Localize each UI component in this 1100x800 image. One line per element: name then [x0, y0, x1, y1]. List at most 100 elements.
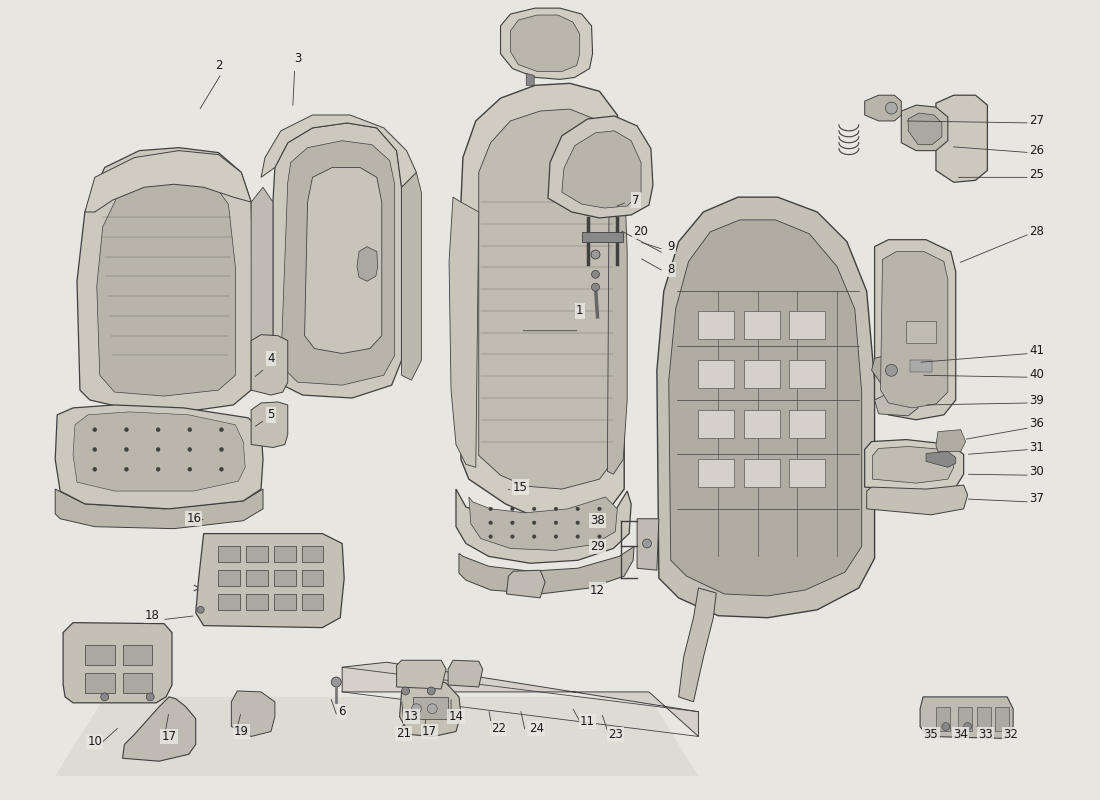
Bar: [790, 410, 825, 438]
Polygon shape: [97, 175, 235, 396]
Text: 31: 31: [1030, 441, 1044, 454]
Circle shape: [964, 722, 971, 730]
Bar: [906, 321, 936, 342]
Text: 20: 20: [634, 226, 649, 238]
Bar: [219, 546, 240, 562]
Text: 39: 39: [1030, 394, 1044, 406]
Polygon shape: [261, 115, 417, 187]
Bar: [122, 646, 152, 666]
Text: 26: 26: [1030, 144, 1044, 157]
Circle shape: [146, 693, 154, 701]
Circle shape: [402, 687, 409, 695]
Text: 17: 17: [162, 730, 176, 743]
Text: 24: 24: [529, 722, 543, 735]
Bar: [790, 361, 825, 388]
Polygon shape: [669, 220, 861, 596]
Circle shape: [642, 539, 651, 548]
Polygon shape: [926, 451, 956, 467]
Text: 27: 27: [1030, 114, 1044, 127]
Circle shape: [331, 677, 341, 687]
Bar: [936, 706, 949, 730]
Polygon shape: [510, 15, 580, 71]
Circle shape: [411, 704, 421, 714]
Bar: [301, 546, 323, 562]
Text: 32: 32: [1003, 728, 1018, 741]
Bar: [698, 410, 734, 438]
Bar: [219, 570, 240, 586]
Bar: [85, 673, 114, 693]
Polygon shape: [461, 83, 624, 518]
Polygon shape: [55, 405, 263, 509]
Bar: [219, 594, 240, 610]
Polygon shape: [63, 622, 172, 703]
Polygon shape: [55, 489, 263, 529]
Text: 1: 1: [576, 305, 583, 318]
Polygon shape: [871, 354, 920, 386]
Text: 29: 29: [590, 540, 605, 553]
Circle shape: [510, 507, 514, 510]
Text: 14: 14: [449, 710, 463, 723]
Bar: [744, 311, 780, 338]
Bar: [246, 594, 268, 610]
Text: 36: 36: [1030, 418, 1044, 430]
Text: 6: 6: [339, 706, 345, 718]
Text: 37: 37: [1030, 493, 1044, 506]
Polygon shape: [936, 430, 966, 451]
Text: 33: 33: [978, 728, 993, 741]
Polygon shape: [500, 8, 593, 79]
Circle shape: [188, 467, 191, 471]
Polygon shape: [872, 446, 954, 483]
Bar: [978, 706, 991, 730]
Text: 18: 18: [145, 610, 160, 622]
Polygon shape: [874, 240, 956, 420]
Polygon shape: [196, 534, 344, 628]
Bar: [274, 546, 296, 562]
Polygon shape: [73, 412, 245, 491]
Text: 11: 11: [580, 715, 595, 728]
Circle shape: [220, 467, 223, 471]
Polygon shape: [936, 95, 988, 182]
Circle shape: [532, 534, 536, 538]
Polygon shape: [637, 518, 659, 570]
Circle shape: [554, 507, 558, 510]
Polygon shape: [901, 105, 948, 150]
Text: 16: 16: [186, 512, 201, 526]
Text: 12: 12: [590, 583, 605, 597]
Bar: [85, 646, 114, 666]
Polygon shape: [456, 489, 631, 563]
Bar: [744, 410, 780, 438]
Bar: [414, 697, 448, 718]
Circle shape: [532, 521, 536, 525]
Bar: [301, 594, 323, 610]
Polygon shape: [865, 95, 901, 121]
Text: 34: 34: [954, 728, 968, 741]
Circle shape: [576, 507, 580, 510]
Circle shape: [576, 534, 580, 538]
Circle shape: [101, 693, 109, 701]
Bar: [790, 459, 825, 487]
Circle shape: [92, 428, 97, 432]
Polygon shape: [920, 697, 1013, 738]
Text: 28: 28: [1030, 226, 1044, 238]
Text: 30: 30: [1030, 465, 1044, 478]
Text: 13: 13: [404, 710, 419, 723]
Bar: [274, 594, 296, 610]
Circle shape: [156, 447, 161, 451]
Polygon shape: [85, 150, 251, 212]
Text: 15: 15: [513, 481, 528, 494]
Circle shape: [597, 534, 602, 538]
Circle shape: [197, 606, 205, 614]
Bar: [246, 570, 268, 586]
Polygon shape: [305, 167, 382, 354]
Bar: [996, 706, 1009, 730]
Circle shape: [554, 534, 558, 538]
Circle shape: [554, 521, 558, 525]
Text: 40: 40: [1030, 368, 1044, 381]
Bar: [698, 459, 734, 487]
Bar: [122, 673, 152, 693]
Text: 22: 22: [491, 722, 506, 735]
Polygon shape: [867, 485, 968, 514]
Circle shape: [532, 507, 536, 510]
Polygon shape: [273, 123, 402, 398]
Polygon shape: [448, 660, 483, 687]
